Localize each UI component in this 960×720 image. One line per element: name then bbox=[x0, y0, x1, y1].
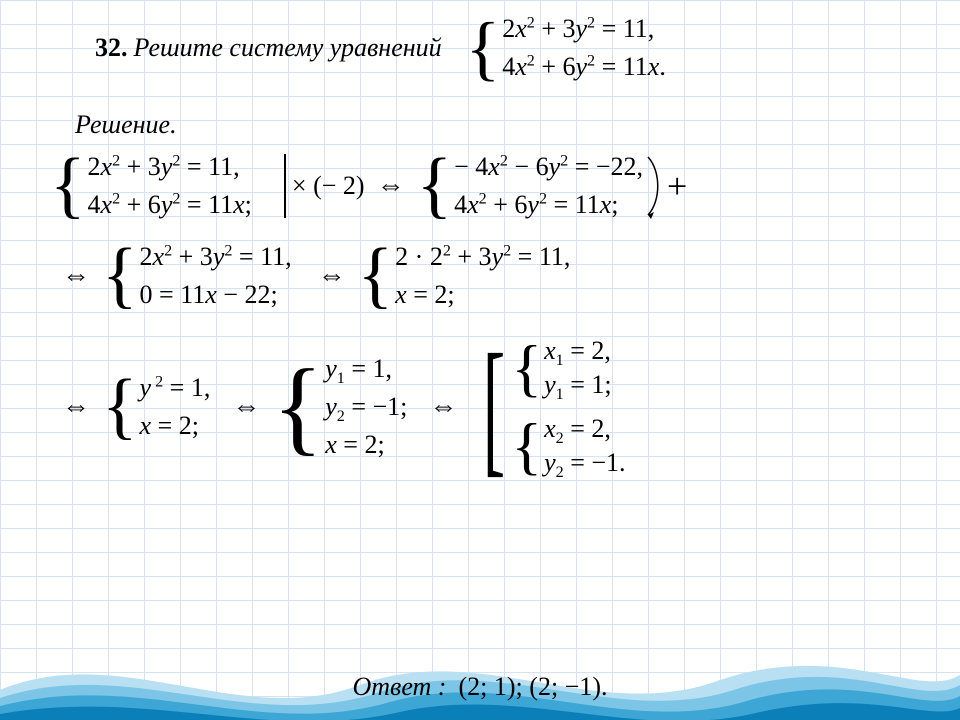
eq: 4x2 + 6y2 = 11x; bbox=[88, 190, 252, 220]
eq: x2 = 2, bbox=[544, 414, 625, 444]
problem-title: Решите систему уравнений bbox=[134, 33, 442, 63]
s1-left-system: { 2x2 + 3y2 = 11, 4x2 + 6y2 = 11x; bbox=[50, 148, 254, 224]
eq: y2 = −1; bbox=[325, 392, 407, 422]
eq: y2 = −1. bbox=[544, 448, 625, 478]
problem-number: 32. bbox=[95, 33, 128, 63]
eq: 2 · 22 + 3y2 = 11, bbox=[395, 242, 570, 272]
eq: y 2 = 1, bbox=[140, 373, 211, 403]
eq: y1 = 1, bbox=[325, 354, 407, 384]
iff-icon: ⇔ bbox=[62, 391, 90, 423]
mult-note: × (− 2) bbox=[292, 171, 365, 201]
s3c-bot-system: { x2 = 2, y2 = −1. bbox=[511, 410, 627, 482]
eq: 4x2 + 6y2 = 11x; bbox=[454, 190, 643, 220]
s2-left-system: { 2x2 + 3y2 = 11, 0 = 11x − 22; bbox=[102, 238, 294, 314]
eq: 2x2 + 3y2 = 11, bbox=[88, 152, 252, 182]
iff-icon: ⇔ bbox=[429, 391, 457, 423]
s3b-system: { y1 = 1, y2 = −1; x = 2; bbox=[272, 350, 409, 464]
s3c-union: [ { x1 = 2, y1 = 1; { x2 = 2, y2 = −1. bbox=[469, 328, 629, 486]
answer-label: Ответ : bbox=[352, 672, 446, 702]
iff-icon: ⇔ bbox=[318, 260, 346, 292]
page-content: 32. Решите систему уравнений { 2x2 + 3y2… bbox=[0, 0, 960, 720]
eq: 4x2 + 6y2 = 11x. bbox=[502, 52, 666, 82]
eq: x = 2; bbox=[395, 280, 570, 310]
s1-right-system: { − 4x2 − 6y2 = −22, 4x2 + 6y2 = 11x; bbox=[417, 148, 645, 224]
plus-icon: + bbox=[667, 165, 687, 207]
s3c-top-system: { x1 = 2, y1 = 1; bbox=[511, 332, 627, 404]
eq: x = 2; bbox=[325, 430, 407, 460]
eq: 0 = 11x − 22; bbox=[140, 280, 292, 310]
step-2: ⇔ { 2x2 + 3y2 = 11, 0 = 11x − 22; ⇔ { 2 … bbox=[50, 238, 920, 314]
eq: x = 2; bbox=[140, 411, 211, 441]
step-3: ⇔ { y 2 = 1, x = 2; ⇔ { y1 = 1, y2 = −1;… bbox=[50, 328, 920, 486]
answer-row: Ответ : (2; 1); (2; −1). bbox=[0, 672, 960, 702]
s2-right-system: { 2 · 22 + 3y2 = 11, x = 2; bbox=[358, 238, 573, 314]
iff-icon: ⇔ bbox=[232, 391, 260, 423]
vertical-bar bbox=[284, 154, 286, 218]
iff-icon: ⇔ bbox=[62, 260, 90, 292]
problem-row: 32. Решите систему уравнений { 2x2 + 3y2… bbox=[40, 10, 920, 86]
step-1: { 2x2 + 3y2 = 11, 4x2 + 6y2 = 11x; × (− … bbox=[50, 148, 920, 224]
eq: 2x2 + 3y2 = 11, bbox=[502, 14, 666, 44]
add-arc-icon bbox=[645, 148, 663, 224]
solution-label: Решение. bbox=[75, 110, 920, 140]
eq: x1 = 2, bbox=[544, 336, 612, 366]
eq: y1 = 1; bbox=[544, 370, 612, 400]
answer-value: (2; 1); (2; −1). bbox=[458, 672, 607, 702]
eq: 2x2 + 3y2 = 11, bbox=[140, 242, 292, 272]
eq: − 4x2 − 6y2 = −22, bbox=[454, 152, 643, 182]
problem-system: { 2x2 + 3y2 = 11, 4x2 + 6y2 = 11x. bbox=[466, 10, 668, 86]
s3a-system: { y 2 = 1, x = 2; bbox=[102, 369, 212, 445]
iff-icon: ⇔ bbox=[377, 170, 405, 202]
